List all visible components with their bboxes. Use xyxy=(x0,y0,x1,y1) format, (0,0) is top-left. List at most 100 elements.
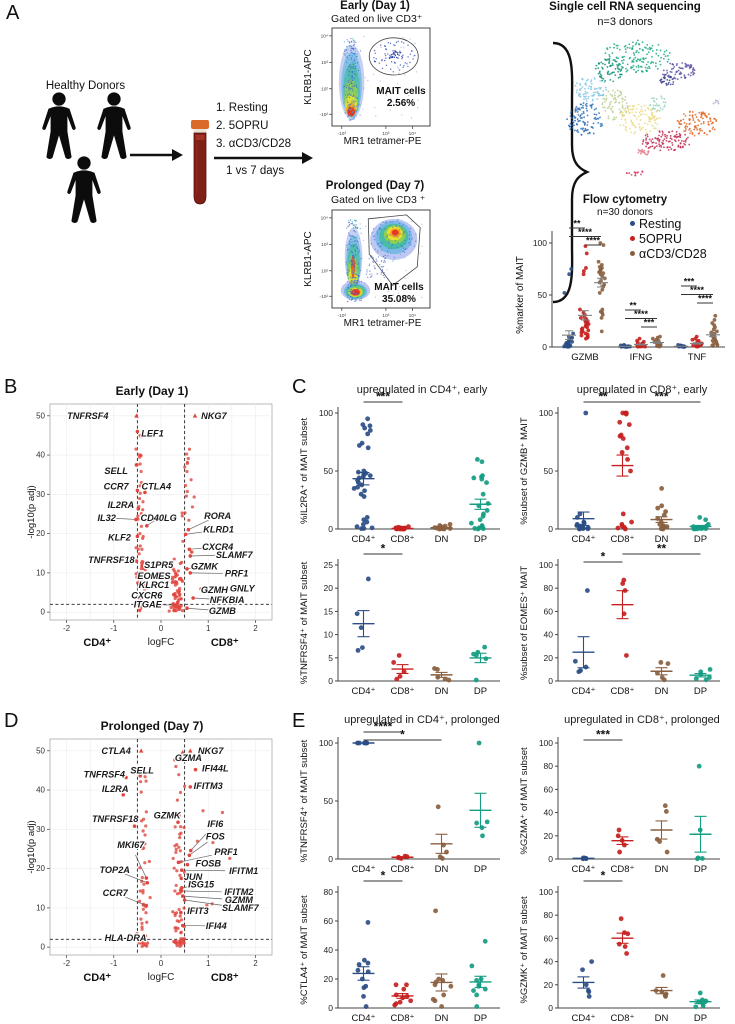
svg-text:*: * xyxy=(601,550,606,564)
panel-b-label: B xyxy=(4,376,18,398)
svg-text:GZMM: GZMM xyxy=(225,895,253,905)
svg-text:1: 1 xyxy=(206,624,211,633)
legend-dot-icon xyxy=(630,236,635,241)
svg-text:KLRC1: KLRC1 xyxy=(139,580,170,590)
gate-label: Gated on live CD3⁺ xyxy=(331,13,423,25)
svg-text:10: 10 xyxy=(36,903,45,912)
arrow-icon xyxy=(130,149,183,161)
flow-y-axis-label: KLRB1-APC xyxy=(303,49,314,105)
donor-icon xyxy=(97,92,131,159)
svg-text:CD4⁺: CD4⁺ xyxy=(351,534,375,545)
svg-text:CTLA4: CTLA4 xyxy=(101,746,131,756)
gzma-dot-plot: upregulated in CD8⁺, prolonged %GZMA⁺ of … xyxy=(519,714,720,875)
svg-text:%subset of EOMES⁺ MAIT: %subset of EOMES⁺ MAIT xyxy=(519,566,530,680)
svg-text:DN: DN xyxy=(435,534,449,545)
svg-text:IFI44: IFI44 xyxy=(206,921,227,931)
svg-text:CXCR6: CXCR6 xyxy=(131,591,163,601)
svg-text:80: 80 xyxy=(544,583,554,593)
flow-x-axis-label: MR1 tetramer-PE xyxy=(343,136,422,147)
svg-text:PRF1: PRF1 xyxy=(225,569,249,579)
svg-text:GNLY: GNLY xyxy=(230,584,256,594)
svg-text:CD8⁺: CD8⁺ xyxy=(390,864,414,875)
svg-text:DP: DP xyxy=(694,1013,707,1024)
legend-item: αCD3/CD28 xyxy=(630,246,735,261)
svg-text:***: *** xyxy=(376,390,390,404)
svg-text:CCR7: CCR7 xyxy=(103,888,129,898)
svg-text:0: 0 xyxy=(548,524,553,534)
svg-text:logFC: logFC xyxy=(148,972,175,983)
svg-text:10⁴: 10⁴ xyxy=(321,33,328,39)
svg-text:40: 40 xyxy=(544,630,554,640)
donor-icon xyxy=(67,156,101,223)
svg-text:100: 100 xyxy=(319,738,333,748)
svg-text:***: *** xyxy=(654,390,668,404)
svg-text:%marker of MAIT: %marker of MAIT xyxy=(515,256,526,334)
gate-label: Gated on live CD3 ⁺ xyxy=(331,194,426,206)
svg-text:IFI44L: IFI44L xyxy=(202,763,229,773)
svg-text:100: 100 xyxy=(319,408,333,418)
svg-text:IL2RA: IL2RA xyxy=(102,784,129,794)
svg-text:****: **** xyxy=(634,309,649,319)
svg-text:%CTLA4⁺ of MAIT subset: %CTLA4⁺ of MAIT subset xyxy=(299,895,310,1005)
svg-text:*: * xyxy=(381,542,386,556)
svg-text:****: **** xyxy=(690,285,705,295)
svg-text:DP: DP xyxy=(694,864,707,875)
svg-text:TNFRSF18: TNFRSF18 xyxy=(92,814,139,824)
svg-text:DP: DP xyxy=(474,864,487,875)
svg-text:***: *** xyxy=(684,277,695,287)
svg-text:DN: DN xyxy=(655,864,669,875)
svg-text:CD8⁺: CD8⁺ xyxy=(610,864,634,875)
svg-text:40: 40 xyxy=(544,808,554,818)
svg-text:-10²: -10² xyxy=(319,294,328,300)
svg-text:-10³: -10³ xyxy=(338,313,347,319)
svg-text:FOS: FOS xyxy=(206,831,226,841)
svg-text:60: 60 xyxy=(544,784,554,794)
svg-text:DN: DN xyxy=(655,686,669,697)
legend-dot-icon xyxy=(630,251,635,256)
svg-text:DN: DN xyxy=(435,686,449,697)
svg-text:100: 100 xyxy=(533,238,547,248)
svg-text:0: 0 xyxy=(159,624,164,633)
panel-d-label: D xyxy=(4,710,19,732)
svg-text:20: 20 xyxy=(36,529,45,538)
svg-text:**: ** xyxy=(657,542,667,556)
umap-plot xyxy=(566,39,720,177)
svg-text:SLAMF7: SLAMF7 xyxy=(222,903,260,913)
svg-text:MKI67: MKI67 xyxy=(117,840,145,850)
legend-dot-icon xyxy=(630,221,635,226)
svg-text:-2: -2 xyxy=(63,959,71,968)
svg-text:CD4⁺: CD4⁺ xyxy=(351,686,375,697)
svg-text:upregulated in CD8⁺, prolonged: upregulated in CD8⁺, prolonged xyxy=(564,714,720,726)
panel-a-label: A xyxy=(6,2,20,24)
svg-text:NFKBIA: NFKBIA xyxy=(210,595,245,605)
svg-text:CD4⁺: CD4⁺ xyxy=(571,864,595,875)
svg-text:5: 5 xyxy=(328,653,333,663)
svg-text:50: 50 xyxy=(36,411,45,420)
svg-text:TNFRSF18: TNFRSF18 xyxy=(88,555,135,565)
svg-text:ITGAE: ITGAE xyxy=(134,600,163,610)
svg-text:60: 60 xyxy=(324,916,334,926)
svg-text:CD8⁺: CD8⁺ xyxy=(390,686,414,697)
svg-text:0: 0 xyxy=(328,676,333,686)
svg-text:10³: 10³ xyxy=(382,313,389,319)
svg-text:DN: DN xyxy=(435,864,449,875)
svg-text:20: 20 xyxy=(544,653,554,663)
svg-text:2: 2 xyxy=(253,959,258,968)
svg-text:40: 40 xyxy=(36,451,45,460)
svg-text:TNF: TNF xyxy=(688,352,707,363)
svg-text:IFIT3: IFIT3 xyxy=(187,906,208,916)
svg-text:DN: DN xyxy=(655,534,669,545)
gzmk-dot-plot: %GZMK⁺ of MAIT subset 0 20 40 60 80 100 CD4⁺ CD8… xyxy=(519,869,720,1024)
svg-text:20: 20 xyxy=(324,974,334,984)
svg-text:50: 50 xyxy=(324,796,334,806)
svg-text:10⁴: 10⁴ xyxy=(409,131,416,137)
svg-text:10³: 10³ xyxy=(321,242,328,248)
gate-population-label: MAIT cells 2.56% xyxy=(376,86,426,109)
svg-text:10³: 10³ xyxy=(321,60,328,66)
svg-text:CD4⁺: CD4⁺ xyxy=(83,972,111,984)
svg-text:%GZMA⁺ of MAIT subset: %GZMA⁺ of MAIT subset xyxy=(519,747,530,855)
svg-text:upregulated in CD4⁺, prolonged: upregulated in CD4⁺, prolonged xyxy=(344,714,500,726)
